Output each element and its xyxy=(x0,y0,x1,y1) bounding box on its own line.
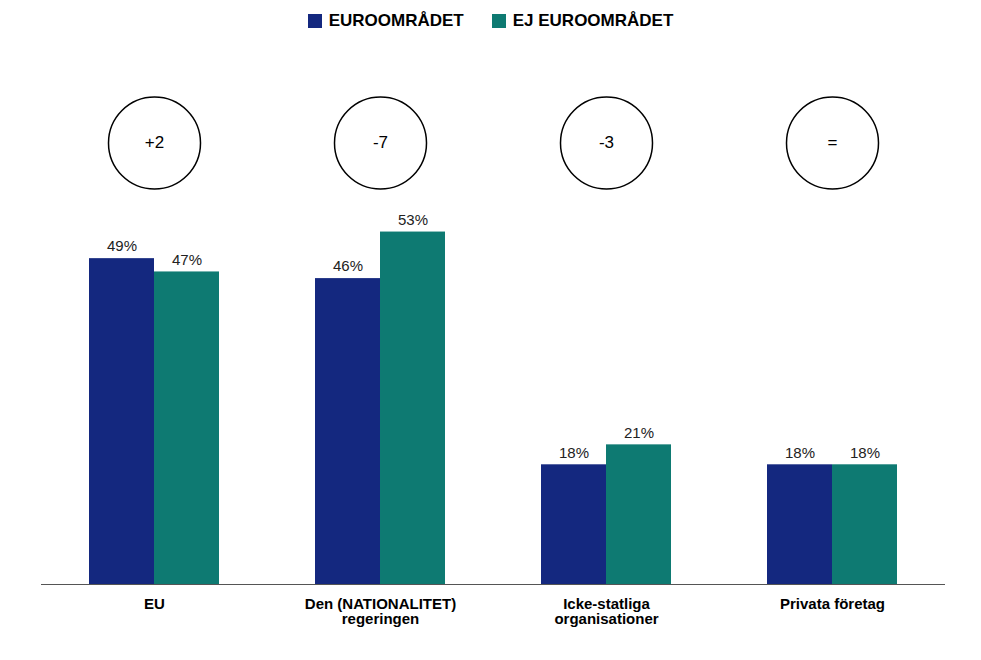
svg-text:18%: 18% xyxy=(559,444,589,461)
svg-text:18%: 18% xyxy=(850,444,880,461)
svg-text:53%: 53% xyxy=(398,211,428,228)
svg-text:-7: -7 xyxy=(373,133,388,152)
svg-text:Den (NATIONALITET)regeringen: Den (NATIONALITET)regeringen xyxy=(305,595,456,627)
svg-text:-3: -3 xyxy=(599,133,614,152)
svg-text:=: = xyxy=(828,133,838,152)
svg-text:Privata företag: Privata företag xyxy=(780,595,885,612)
svg-text:49%: 49% xyxy=(107,237,137,254)
svg-text:EU: EU xyxy=(144,595,165,612)
svg-text:+2: +2 xyxy=(145,133,164,152)
svg-text:47%: 47% xyxy=(172,251,202,268)
svg-text:18%: 18% xyxy=(785,444,815,461)
html-text:EUROOMRÅDET: EUROOMRÅDET xyxy=(328,11,464,30)
svg-text:21%: 21% xyxy=(624,424,654,441)
svg-text:Icke-statligaorganisationer: Icke-statligaorganisationer xyxy=(554,595,658,627)
svg-text:46%: 46% xyxy=(333,257,363,274)
html-text:EJ EUROOMRÅDET: EJ EUROOMRÅDET xyxy=(512,11,674,30)
